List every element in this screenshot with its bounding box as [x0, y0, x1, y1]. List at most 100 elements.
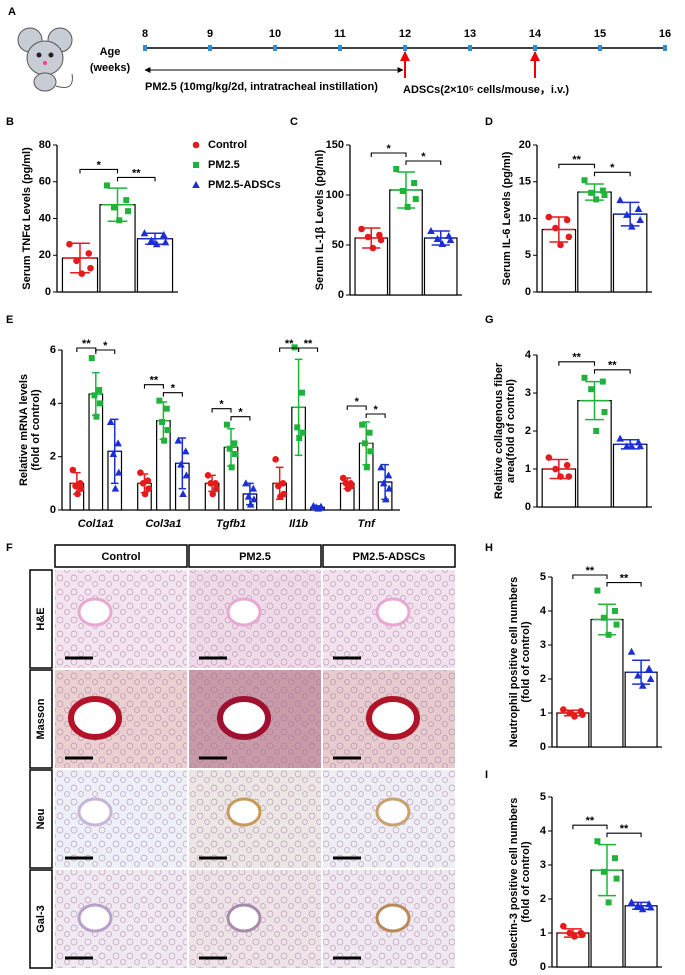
data-point [623, 210, 631, 218]
data-point [594, 838, 601, 845]
data-point [228, 464, 235, 471]
significance-label: * [610, 162, 615, 174]
data-point [212, 485, 220, 492]
y-tick-label: 5 [540, 571, 546, 583]
significance-bracket [558, 163, 596, 169]
data-point [593, 196, 600, 203]
data-point [161, 238, 170, 246]
data-point [638, 905, 647, 913]
y-tick-label: 5 [540, 791, 546, 803]
data-point [96, 387, 103, 393]
significance-label: ** [586, 815, 595, 827]
airway [226, 797, 262, 827]
y-axis-label: area(fold of control) [505, 379, 517, 483]
data-point [613, 621, 620, 628]
panel-label: E [6, 314, 13, 326]
row-header: Gal-3 [35, 905, 47, 933]
y-tick-label: 0 [338, 289, 344, 301]
data-point [163, 405, 170, 412]
data-point [560, 706, 567, 713]
data-point [427, 227, 435, 234]
significance-bracket [365, 413, 386, 418]
data-point [78, 270, 86, 277]
data-point [446, 236, 455, 243]
data-point [377, 463, 385, 471]
data-point [249, 484, 258, 492]
data-point [193, 162, 199, 168]
x-tick-label: Col3a1 [145, 518, 181, 530]
significance-bracket [230, 416, 251, 421]
data-point [638, 681, 647, 689]
data-point [294, 424, 301, 431]
y-tick-label: 0 [525, 501, 531, 513]
data-point [181, 447, 190, 455]
y-tick-label: 0 [45, 286, 51, 298]
data-point [246, 500, 255, 508]
timeline-tick-label: 10 [269, 28, 281, 40]
data-point [636, 442, 644, 450]
y-tick-label: 3 [525, 387, 531, 399]
y-tick-label: 15 [519, 176, 531, 188]
micrograph-texture [55, 770, 187, 868]
timeline-label: (weeks) [90, 62, 131, 74]
significance-label: ** [608, 360, 617, 372]
data-point [192, 141, 200, 149]
data-point [616, 434, 624, 442]
x-tick-label: Il1b [289, 518, 308, 530]
data-point [152, 240, 161, 248]
data-point [204, 472, 212, 479]
data-point [358, 225, 365, 233]
y-tick-label: 4 [540, 605, 547, 617]
row-header-box [29, 569, 53, 669]
data-point [611, 855, 618, 862]
airway [375, 597, 411, 627]
significance-label: ** [82, 338, 91, 350]
data-point [627, 898, 636, 906]
significance-bracket [606, 832, 642, 838]
data-point [192, 181, 200, 188]
data-point [156, 397, 163, 404]
data-point [164, 427, 171, 433]
airway [366, 696, 420, 740]
significance-bracket [593, 369, 631, 374]
y-tick-label: 50 [332, 239, 344, 251]
data-point [433, 235, 442, 242]
significance-label: * [355, 396, 360, 408]
y-axis-label: Galectin-3 positive cell numbers [508, 798, 520, 967]
y-tick-label: 20 [519, 139, 531, 151]
significance-bracket [346, 405, 367, 410]
panel-label: H [485, 542, 493, 554]
data-point [123, 197, 130, 204]
x-tick-label: Col1a1 [78, 518, 114, 530]
data-point [634, 204, 643, 212]
data-point [366, 429, 373, 436]
row-header-box [29, 869, 53, 969]
significance-bracket [143, 384, 164, 389]
micrograph-texture [55, 870, 187, 968]
y-tick-label: 4 [50, 397, 57, 409]
significance-bracket [298, 347, 319, 352]
data-point [85, 250, 93, 257]
timeline-tick-label: 12 [399, 28, 411, 40]
data-point [599, 378, 606, 385]
airway [375, 797, 411, 827]
data-point [399, 188, 406, 194]
data-point [272, 456, 279, 463]
significance-bracket [572, 574, 608, 579]
data-point [377, 236, 385, 244]
exposure-text: PM2.5 (10mg/kg/2d, intratracheal instill… [145, 81, 378, 93]
data-point [601, 191, 608, 198]
y-axis-label: Relative collagenous fiber [493, 362, 505, 499]
data-point [342, 480, 350, 487]
y-tick-label: 0 [525, 286, 531, 298]
significance-label: ** [132, 167, 141, 179]
data-point [344, 485, 352, 492]
data-point [599, 187, 606, 194]
data-point [125, 208, 132, 215]
data-point [545, 454, 553, 461]
y-tick-label: 5 [525, 249, 531, 261]
panel-label: G [485, 314, 494, 326]
y-axis-label: (fold of control) [520, 621, 532, 703]
data-point [628, 442, 636, 450]
